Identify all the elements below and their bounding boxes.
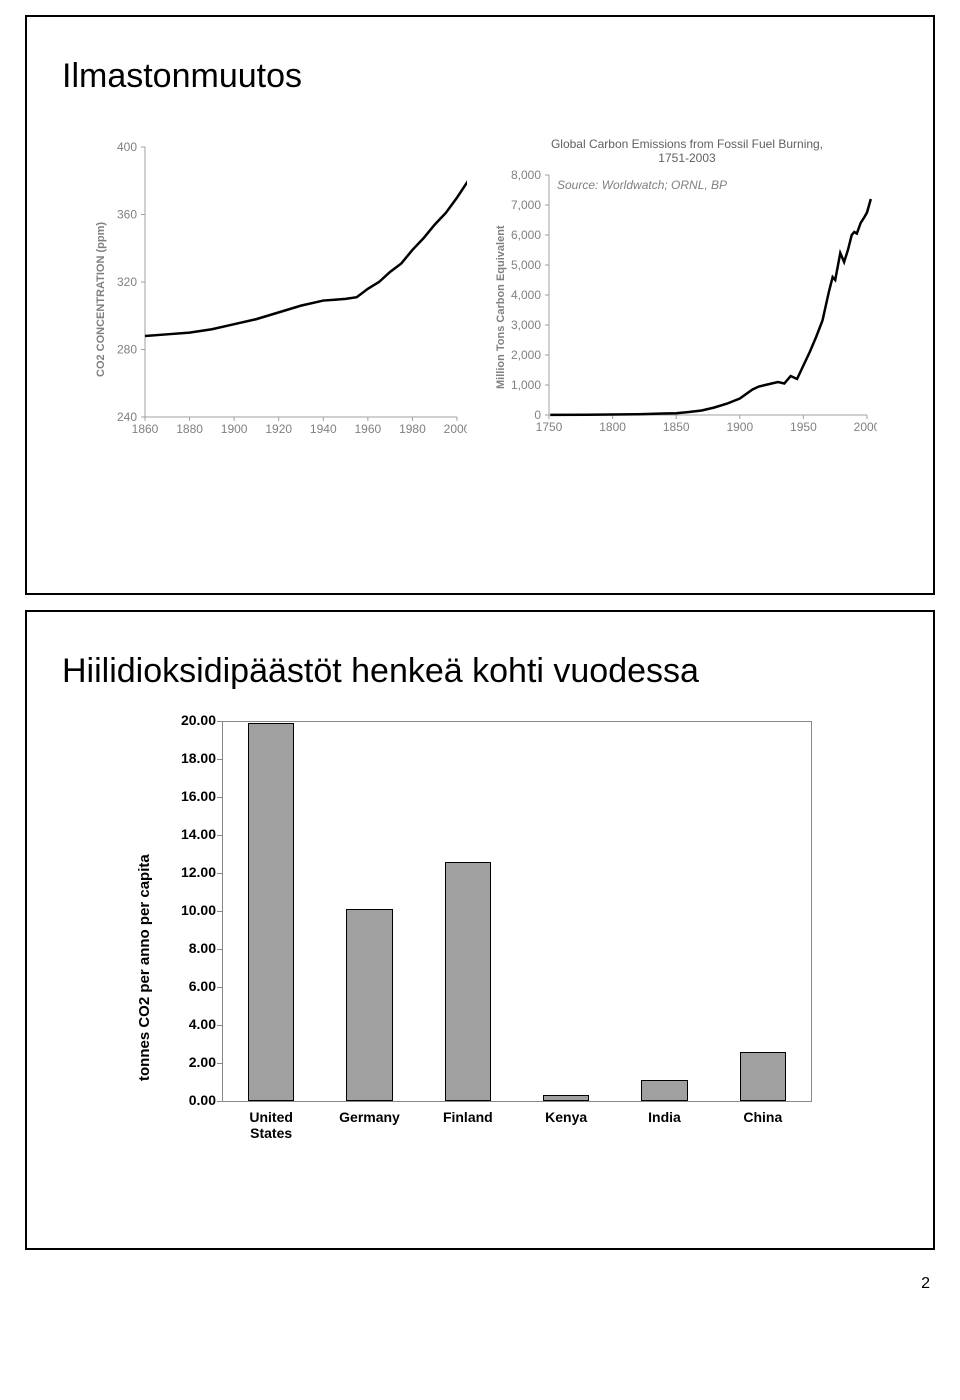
svg-text:Source: Worldwatch; ORNL, BP: Source: Worldwatch; ORNL, BP — [557, 178, 727, 192]
chart-right-title-l1: Global Carbon Emissions from Fossil Fuel… — [551, 137, 823, 151]
chart-right-svg: 01,0002,0003,0004,0005,0006,0007,0008,00… — [497, 165, 877, 445]
bar-3 — [543, 1095, 589, 1101]
barchart-plot-area — [222, 721, 812, 1101]
barchart-xlabel: China — [718, 1109, 808, 1125]
bar-4 — [641, 1080, 687, 1101]
svg-text:3,000: 3,000 — [511, 318, 541, 332]
chart-right-title: Global Carbon Emissions from Fossil Fuel… — [497, 137, 877, 165]
svg-text:2,000: 2,000 — [511, 348, 541, 362]
bar-5 — [740, 1052, 786, 1101]
slide2-title: Hiilidioksidipäästöt henkeä kohti vuodes… — [62, 652, 898, 691]
barchart-xlabel: India — [620, 1109, 710, 1125]
svg-text:1860: 1860 — [132, 422, 159, 436]
svg-text:1920: 1920 — [265, 422, 292, 436]
svg-text:1940: 1940 — [310, 422, 337, 436]
barchart-ylabel: tonnes CO2 per anno per capita — [136, 854, 153, 1081]
chart-left-svg: 2402803203604001860188019001920194019601… — [97, 137, 467, 447]
barchart-ytick: 2.00 — [168, 1054, 216, 1070]
line-charts-row: CO2 CONCENTRATION (ppm) 2402803203604001… — [97, 137, 877, 447]
svg-text:2000: 2000 — [854, 420, 877, 434]
svg-text:1850: 1850 — [663, 420, 690, 434]
svg-text:1950: 1950 — [790, 420, 817, 434]
barchart-ytick: 8.00 — [168, 940, 216, 956]
barchart-xlabel: UnitedStates — [226, 1109, 316, 1141]
bar-0 — [248, 723, 294, 1101]
svg-text:1960: 1960 — [355, 422, 382, 436]
chart-right-ylabel: Million Tons Carbon Equivalent — [495, 225, 507, 389]
barchart-ytick: 18.00 — [168, 750, 216, 766]
svg-text:1900: 1900 — [726, 420, 753, 434]
chart-left-ylabel: CO2 CONCENTRATION (ppm) — [95, 222, 107, 377]
barchart-xlabel: Kenya — [521, 1109, 611, 1125]
chart-right-title-l2: 1751-2003 — [658, 151, 715, 165]
svg-text:1880: 1880 — [176, 422, 203, 436]
co2-per-capita-barchart: tonnes CO2 per anno per capita 0.002.004… — [142, 721, 842, 1141]
svg-text:280: 280 — [117, 343, 137, 357]
barchart-ytick: 12.00 — [168, 864, 216, 880]
barchart-ytick: 16.00 — [168, 788, 216, 804]
svg-text:4,000: 4,000 — [511, 288, 541, 302]
svg-text:2000: 2000 — [444, 422, 467, 436]
barchart-x-axis — [222, 1101, 812, 1102]
slide1-title: Ilmastonmuutos — [62, 57, 898, 96]
svg-text:5,000: 5,000 — [511, 258, 541, 272]
page-number: 2 — [0, 1265, 960, 1323]
svg-text:400: 400 — [117, 140, 137, 154]
barchart-xlabel: Finland — [423, 1109, 513, 1125]
svg-text:360: 360 — [117, 208, 137, 222]
barchart-xlabel: Germany — [325, 1109, 415, 1125]
svg-text:1900: 1900 — [221, 422, 248, 436]
svg-text:1980: 1980 — [399, 422, 426, 436]
slide-2: Hiilidioksidipäästöt henkeä kohti vuodes… — [25, 610, 935, 1250]
co2-concentration-chart: CO2 CONCENTRATION (ppm) 2402803203604001… — [97, 137, 467, 447]
barchart-ytick: 14.00 — [168, 826, 216, 842]
svg-text:7,000: 7,000 — [511, 198, 541, 212]
bar-2 — [445, 862, 491, 1101]
svg-text:1750: 1750 — [536, 420, 563, 434]
svg-text:8,000: 8,000 — [511, 168, 541, 182]
carbon-emissions-chart: Global Carbon Emissions from Fossil Fuel… — [497, 137, 877, 447]
barchart-ytick: 4.00 — [168, 1016, 216, 1032]
slide-1: Ilmastonmuutos CO2 CONCENTRATION (ppm) 2… — [25, 15, 935, 595]
svg-text:320: 320 — [117, 275, 137, 289]
svg-text:6,000: 6,000 — [511, 228, 541, 242]
barchart-ytick: 0.00 — [168, 1092, 216, 1108]
barchart-ytick: 20.00 — [168, 712, 216, 728]
svg-text:1,000: 1,000 — [511, 378, 541, 392]
svg-text:1800: 1800 — [599, 420, 626, 434]
barchart-ytick: 6.00 — [168, 978, 216, 994]
barchart-ytick: 10.00 — [168, 902, 216, 918]
bar-1 — [346, 909, 392, 1101]
